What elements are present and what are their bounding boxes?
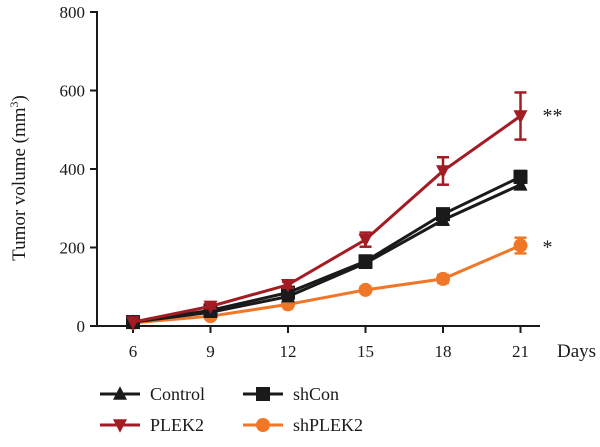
y-tick-label: 600: [60, 82, 86, 101]
series-shcon: [126, 169, 528, 330]
data-point: [126, 316, 140, 330]
legend-item: shCon: [243, 384, 339, 404]
x-tick-label: 12: [280, 342, 297, 361]
y-axis-title-text: Tumor volume (mm: [9, 107, 30, 261]
legend-item: PLEK2: [100, 415, 204, 435]
data-point: [358, 254, 373, 269]
series-line: [132, 175, 522, 324]
legend-label: Control: [150, 384, 205, 404]
legend-item: Control: [100, 384, 205, 404]
data-point: [358, 233, 373, 248]
legend-marker: [113, 419, 127, 433]
y-tick-label: 800: [60, 3, 86, 22]
y-axis-title-superscript: 3: [7, 101, 21, 107]
data-point: [513, 110, 528, 124]
legend-item: shPLEK2: [243, 415, 363, 435]
data-point: [358, 282, 373, 297]
x-axis-title: Days: [557, 341, 596, 362]
legend-marker: [256, 387, 270, 401]
y-tick-label: 400: [60, 160, 86, 179]
series-line: [132, 183, 522, 324]
series-control: [126, 177, 528, 328]
legend-label: shCon: [293, 384, 339, 404]
data-point: [513, 169, 528, 184]
x-tick-label: 6: [129, 342, 138, 361]
data-point: [203, 300, 218, 315]
x-tick-label: 9: [206, 342, 215, 361]
y-axis-title: Tumor volume (mm3): [7, 95, 30, 261]
y-tick-label: 0: [77, 317, 86, 336]
legend: Control shCon PLEK2 shPLEK2: [100, 384, 363, 435]
legend-marker: [256, 418, 270, 432]
y-axis-title-close: ): [9, 95, 30, 101]
legend-marker: [113, 386, 127, 400]
series-plek2: [126, 91, 528, 330]
x-tick-label: 15: [357, 342, 374, 361]
x-tick-label: 18: [435, 342, 452, 361]
x-tick-label: 21: [512, 342, 529, 361]
series-line: [132, 114, 522, 324]
y-tick-label: 200: [60, 239, 86, 258]
legend-label: PLEK2: [150, 415, 204, 435]
significance-marker: *: [543, 237, 553, 259]
data-point: [436, 271, 450, 286]
data-point: [513, 238, 528, 253]
data-point: [436, 165, 450, 179]
data-point: [281, 279, 295, 293]
series-line: [132, 244, 522, 325]
significance-marker: **: [543, 105, 563, 127]
data-point: [436, 207, 450, 222]
legend-label: shPLEK2: [293, 415, 363, 435]
